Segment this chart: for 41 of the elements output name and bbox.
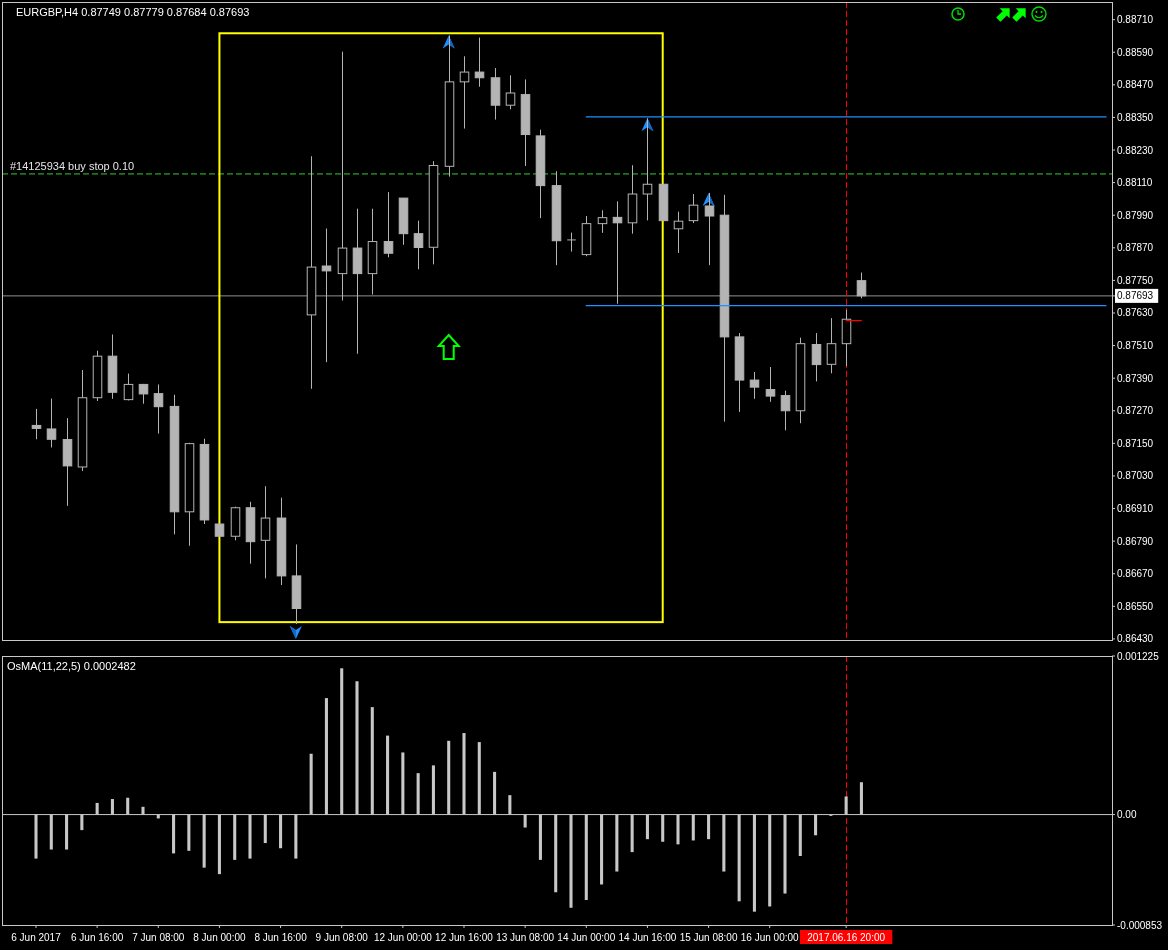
y-tick-label: 0.87510 [1117, 340, 1154, 352]
ref-line-label: #14125934 buy stop 0.10 [10, 159, 135, 172]
y-tick-label: 0.87990 [1117, 209, 1154, 221]
y-tick-label: 0.87750 [1117, 274, 1154, 286]
y-tick-label: 0.87870 [1117, 242, 1154, 254]
y-tick-label: 0.00 [1117, 809, 1137, 821]
y-tick-label: 0.88110 [1117, 177, 1153, 189]
y-tick-label: 0.87390 [1117, 372, 1154, 384]
y-tick-label: 0.86910 [1117, 503, 1154, 515]
x-tick-label: 15 Jun 08:00 [679, 931, 738, 943]
x-tick-label: 14 Jun 00:00 [557, 931, 616, 943]
y-tick-label: 0.86430 [1117, 633, 1154, 645]
x-tick-label: 12 Jun 16:00 [435, 931, 494, 943]
x-tick-label: 14 Jun 16:00 [618, 931, 677, 943]
y-tick-label: 0.88230 [1117, 144, 1154, 156]
y-tick-label: 0.87030 [1117, 470, 1154, 482]
y-tick-label: 0.87150 [1117, 437, 1154, 449]
x-tick-label: 6 Jun 2017 [11, 931, 62, 943]
chart-title: EURGBP,H4 0.87749 0.87779 0.87684 0.87693 [16, 6, 250, 18]
y-tick-label: 0.88350 [1117, 111, 1154, 123]
y-tick-label: 0.88470 [1117, 79, 1154, 91]
x-tick-label: 8 Jun 00:00 [193, 931, 246, 943]
chart-title: OsMA(11,22,5) 0.0002482 [7, 660, 136, 672]
x-tick-label: 6 Jun 16:00 [71, 931, 124, 943]
y-tick-label: 0.86550 [1117, 600, 1154, 612]
y-tick-label: 0.87270 [1117, 405, 1154, 417]
x-tick-label: 9 Jun 08:00 [315, 931, 369, 943]
x-tick-label: 7 Jun 08:00 [132, 931, 185, 943]
y-tick-label: 0.88590 [1117, 46, 1154, 58]
y-tick-label: 0.87693 [1117, 290, 1154, 302]
y-tick-label: 0.86670 [1117, 568, 1154, 580]
x-tick-label: 2017.06.16 20:00 [807, 931, 886, 943]
y-tick-label: 0.88710 [1117, 14, 1154, 26]
x-tick-label: 12 Jun 00:00 [373, 931, 433, 943]
y-tick-label: 0.86790 [1117, 535, 1154, 547]
x-tick-label: 16 Jun 00:00 [740, 931, 800, 943]
y-tick-label: 0.87630 [1117, 307, 1154, 319]
y-tick-label: -0.000853 [1117, 919, 1163, 931]
x-tick-label: 13 Jun 08:00 [496, 931, 555, 943]
y-tick-label: 0.001225 [1117, 650, 1160, 662]
x-tick-label: 8 Jun 16:00 [254, 931, 308, 943]
